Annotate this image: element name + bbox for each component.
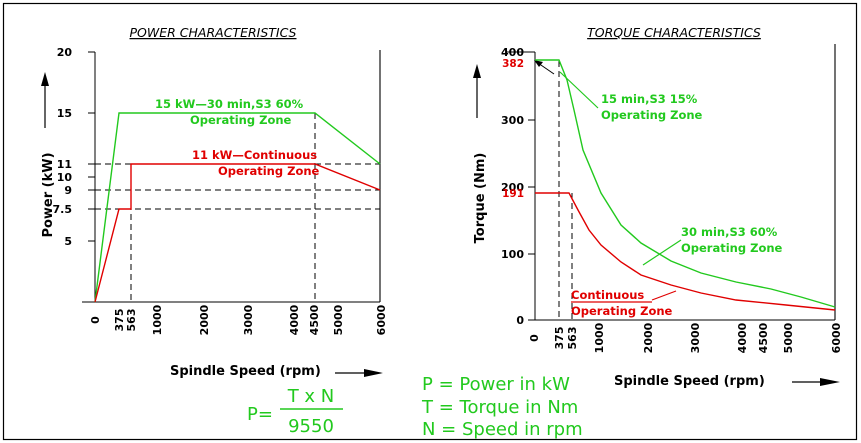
torque-annotation-s3-15-leader [559,71,599,109]
power-x-tick-1000: 1000 [151,304,164,335]
power-x-tick-4500: 4500 [308,304,321,335]
torque-x-axis-label: Spindle Speed (rpm) [614,374,765,389]
torque-x-ticks: 0 375 563 1000 2000 3000 4000 4500 5000 … [528,322,843,353]
torque-x-tick-5000: 5000 [782,322,795,353]
torque-series-continuous [535,192,836,311]
power-x-ticks: 0 375 563 1000 2000 3000 4000 4500 5000 … [89,304,388,335]
power-y-tick-11: 11 [57,158,72,171]
power-x-tick-4000: 4000 [288,304,301,335]
torque-annotation-s3-60-leader [642,239,682,266]
torque-x-tick-0: 0 [528,334,541,342]
power-y-tick-10: 10 [57,171,73,184]
torque-x-tick-6000: 6000 [830,322,843,353]
torque-annotation-continuous-zone: Operating Zone [571,304,673,318]
torque-series-s3-15 [535,59,836,308]
formula-numerator: T x N [287,386,335,407]
torque-x-tick-2000: 2000 [642,322,655,353]
torque-annotation-s3-15-zone: Operating Zone [601,108,703,122]
power-x-tick-6000: 6000 [375,304,388,335]
power-y-tick-9: 9 [64,184,72,197]
torque-marked-191: 191 [502,188,524,200]
torque-x-arrow [792,378,840,386]
power-y-axis-label: Power (kW) [41,152,56,237]
power-x-tick-375: 375 [113,309,126,332]
torque-y-arrow [473,64,481,118]
torque-x-tick-375: 375 [553,327,566,350]
torque-annotation-s3-60: 30 min,S3 60% [681,225,778,239]
power-annotation-continuous: 11 kW—Continuous [192,148,317,162]
torque-x-tick-4500: 4500 [757,322,770,353]
power-y-tick-20: 20 [57,46,73,59]
torque-x-tick-4000: 4000 [736,322,749,353]
torque-x-tick-3000: 3000 [689,322,702,353]
torque-y-tick-100: 100 [501,248,524,261]
torque-y-axis-label: Torque (Nm) [473,153,488,244]
symbol-legend: P = Power in kW T = Torque in Nm N = Spe… [421,374,583,440]
torque-annotation-s3-15: 15 min,S3 15% [601,92,698,106]
power-y-tick-7.5: 7.5 [53,203,73,216]
torque-y-tick-300: 300 [501,114,524,127]
legend-power: P = Power in kW [422,374,570,395]
torque-annotation-continuous: Continuous [571,288,644,302]
power-x-tick-0: 0 [89,316,102,324]
torque-y-tick-0: 0 [516,314,524,327]
power-y-tick-5: 5 [64,235,72,248]
power-series-s3 [94,112,381,303]
power-x-tick-5000: 5000 [332,304,345,335]
torque-annotation-s3-60-zone: Operating Zone [681,241,783,255]
power-chart-title: POWER CHARACTERISTICS [130,25,297,40]
power-x-axis-label: Spindle Speed (rpm) [170,364,321,379]
power-x-tick-3000: 3000 [242,304,255,335]
power-y-tick-15: 15 [57,107,72,120]
power-annotation-s3-zone: Operating Zone [190,113,292,127]
power-x-arrow [335,369,383,377]
power-y-arrow [41,72,49,128]
torque-chart: TORQUE CHARACTERISTICS 0 100 200 300 400… [473,25,843,389]
torque-annotation-continuous-leader [651,290,677,301]
power-annotation-continuous-zone: Operating Zone [218,164,320,178]
formula: P= T x N 9550 [247,386,343,437]
legend-speed: N = Speed in rpm [422,419,583,440]
torque-y-ticks: 0 100 200 300 400 382 191 [501,46,535,327]
torque-y-tick-400: 400 [501,46,524,59]
torque-dashed-guides [558,61,573,320]
formula-lhs: P= [247,404,273,425]
power-series-continuous [94,163,381,303]
torque-y-tick-200: 200 [501,181,524,194]
power-dashed-guides [95,113,380,302]
formula-denominator: 9550 [288,416,334,437]
power-y-ticks: 5 7.5 9 10 11 15 20 [53,46,95,248]
torque-marked-382: 382 [502,58,524,70]
legend-torque: T = Torque in Nm [421,397,578,418]
torque-chart-title: TORQUE CHARACTERISTICS [587,25,761,40]
torque-x-tick-1000: 1000 [593,322,606,353]
power-x-tick-563: 563 [125,309,138,332]
torque-382-pointer [534,60,555,75]
torque-x-tick-563: 563 [566,327,579,350]
power-annotation-s3: 15 kW—30 min,S3 60% [155,97,304,111]
power-x-tick-2000: 2000 [198,304,211,335]
power-chart: POWER CHARACTERISTICS 5 7.5 9 10 11 15 2… [41,25,388,379]
